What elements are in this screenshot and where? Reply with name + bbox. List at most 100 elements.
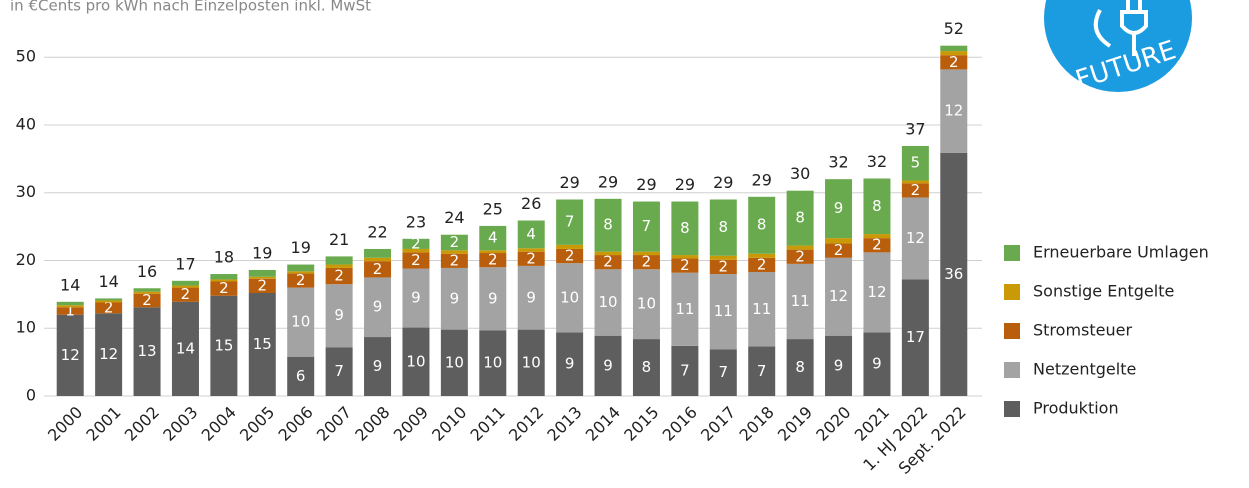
data-label: 9 <box>334 306 344 324</box>
total-label: 18 <box>214 248 234 267</box>
logo-icon <box>1093 0 1148 56</box>
data-label: 2 <box>642 253 652 271</box>
data-label: 10 <box>291 313 310 331</box>
bar-segment <box>133 288 161 292</box>
bar-segment <box>517 265 545 330</box>
total-label: 52 <box>944 19 964 38</box>
chart-subtitle: in €Cents pro kWh nach Einzelposten inkl… <box>10 0 371 15</box>
bar-segment <box>133 291 161 294</box>
data-label: 10 <box>445 353 464 371</box>
data-label: 7 <box>334 362 344 380</box>
bar-segment <box>556 244 584 249</box>
data-label: 9 <box>565 355 575 373</box>
bar-segment <box>95 313 123 396</box>
bar-segment <box>479 267 507 331</box>
data-label: 4 <box>526 225 536 243</box>
data-label: 2 <box>258 276 268 294</box>
bar-segment <box>940 152 968 396</box>
data-label: 10 <box>483 354 502 372</box>
bar-segment <box>287 264 315 272</box>
bar-segment <box>248 293 276 396</box>
data-label: 2 <box>603 253 613 271</box>
bar-segment <box>517 329 545 396</box>
bar-segment <box>364 248 392 258</box>
bar-segment <box>556 199 584 245</box>
bar-segment <box>748 257 776 273</box>
x-tick-label: 2002 <box>121 403 163 445</box>
data-label: 10 <box>522 353 541 371</box>
legend-label: Sonstige Entgelte <box>1033 282 1174 301</box>
data-label: 7 <box>565 213 575 231</box>
legend-label: Stromsteuer <box>1033 321 1132 340</box>
bar-segment <box>709 349 737 396</box>
data-label: 7 <box>719 363 729 381</box>
data-label: 8 <box>719 218 729 236</box>
bar-segment <box>95 302 123 314</box>
x-tick-label: 2017 <box>697 403 739 445</box>
x-tick-label: 2013 <box>543 403 585 445</box>
data-label: 13 <box>137 342 156 360</box>
data-label: 2 <box>142 291 152 309</box>
y-tick-label: 50 <box>16 47 36 66</box>
total-label: 37 <box>905 119 925 138</box>
bar-segment <box>56 314 84 396</box>
bar-segment <box>517 251 545 266</box>
bar-segment <box>709 259 737 275</box>
bar-segment <box>709 255 737 260</box>
bar-segment <box>364 337 392 396</box>
x-tick-label: 2004 <box>198 403 240 445</box>
bar-segment <box>940 69 968 153</box>
bar-segment <box>440 234 468 251</box>
data-label: 6 <box>296 367 306 385</box>
bar-segment <box>671 201 699 256</box>
bar-segment <box>901 183 929 198</box>
data-label: 2 <box>296 271 306 289</box>
data-label: 7 <box>757 362 767 380</box>
data-label: 15 <box>214 336 233 354</box>
x-tick-label: 2001 <box>82 403 124 445</box>
data-label: 12 <box>61 346 80 364</box>
bar-segment <box>709 274 737 350</box>
data-label: 15 <box>253 335 272 353</box>
total-label: 23 <box>406 212 426 231</box>
bar-segment <box>325 347 353 396</box>
total-label: 30 <box>790 164 810 183</box>
bar-segment <box>863 252 891 333</box>
legend-swatch <box>1004 245 1020 261</box>
bar-segment <box>479 253 507 268</box>
data-label: 2 <box>411 234 421 252</box>
data-label: 9 <box>373 357 383 375</box>
bar-segment <box>901 279 929 396</box>
bar-segment <box>632 269 660 340</box>
total-label: 16 <box>137 262 157 281</box>
bar-segment <box>825 238 853 244</box>
bar-segment <box>440 267 468 330</box>
bar-segment <box>671 345 699 396</box>
total-label: 29 <box>559 173 579 192</box>
bar-segment <box>402 238 430 249</box>
total-label: 32 <box>867 152 887 171</box>
data-label: 9 <box>526 288 536 306</box>
bar-segment <box>940 55 968 70</box>
total-label: 19 <box>252 243 272 262</box>
data-label: 2 <box>719 257 729 275</box>
bar-segment <box>287 273 315 288</box>
bar-segment <box>133 293 161 308</box>
bar-segment <box>133 307 161 396</box>
x-tick-label: 2008 <box>351 403 393 445</box>
bar-segment <box>364 257 392 262</box>
x-tick-label: 2019 <box>774 403 816 445</box>
data-label: 2 <box>911 181 921 199</box>
data-label: 9 <box>603 356 613 374</box>
bar-segment <box>56 301 84 306</box>
bar-segment <box>171 287 199 302</box>
bar-segment <box>402 327 430 396</box>
bar-segment <box>901 197 929 280</box>
bar-segment <box>364 261 392 278</box>
bar-segment <box>786 245 814 250</box>
y-tick-label: 40 <box>16 114 36 133</box>
data-label: 2 <box>757 255 767 273</box>
bar-segment <box>786 249 814 264</box>
data-label: 12 <box>829 287 848 305</box>
